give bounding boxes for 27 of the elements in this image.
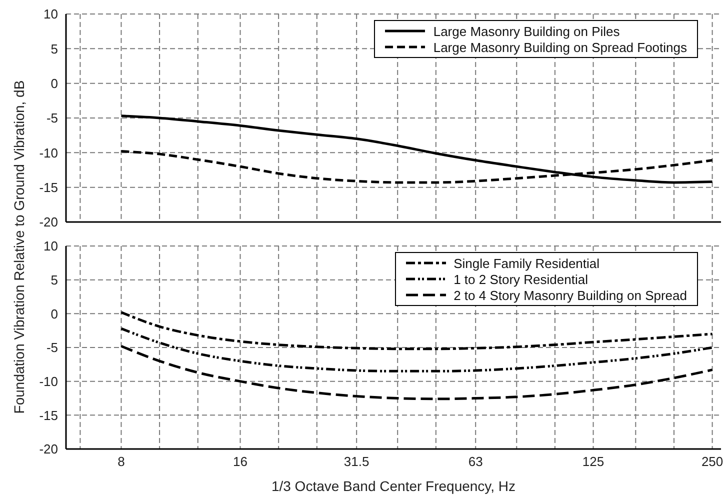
y-tick-label: -10 xyxy=(39,374,58,389)
legend-label: 2 to 4 Story Masonry Building on Spread xyxy=(454,288,687,302)
x-tick-label: 250 xyxy=(701,454,724,470)
x-tick-label: 31.5 xyxy=(344,454,370,470)
y-tick-label: 10 xyxy=(44,6,58,22)
y-tick-label: -20 xyxy=(39,214,58,230)
y-tick-label: -5 xyxy=(46,340,58,356)
legend-label: Large Masonry Building on Piles xyxy=(433,24,620,38)
x-tick-label: 125 xyxy=(582,454,604,470)
x-tick-label: 16 xyxy=(233,454,248,470)
y-tick-label: 0 xyxy=(50,306,58,322)
y-tick-label: 0 xyxy=(50,76,58,91)
y-tick-label: 5 xyxy=(50,272,58,288)
x-tick-label: 8 xyxy=(118,454,125,470)
y-tick-label: 5 xyxy=(50,41,58,56)
y-tick-label: -10 xyxy=(39,145,58,160)
x-tick-label: 63 xyxy=(468,454,483,470)
legend-label: 1 to 2 Story Residential xyxy=(454,272,588,286)
x-axis-title: 1/3 Octave Band Center Frequency, Hz xyxy=(271,478,516,494)
y-tick-label: -5 xyxy=(46,110,58,126)
legend-label: Large Masonry Building on Spread Footings xyxy=(433,40,687,54)
y-tick-label: -15 xyxy=(39,408,58,423)
y-tick-label: 10 xyxy=(44,238,58,254)
y-tick-label: -20 xyxy=(39,442,58,457)
legend-label: Single Family Residential xyxy=(454,256,600,270)
y-axis-title: Foundation Vibration Relative to Ground Vibration, dB xyxy=(11,79,28,416)
y-tick-label: -15 xyxy=(39,180,58,195)
